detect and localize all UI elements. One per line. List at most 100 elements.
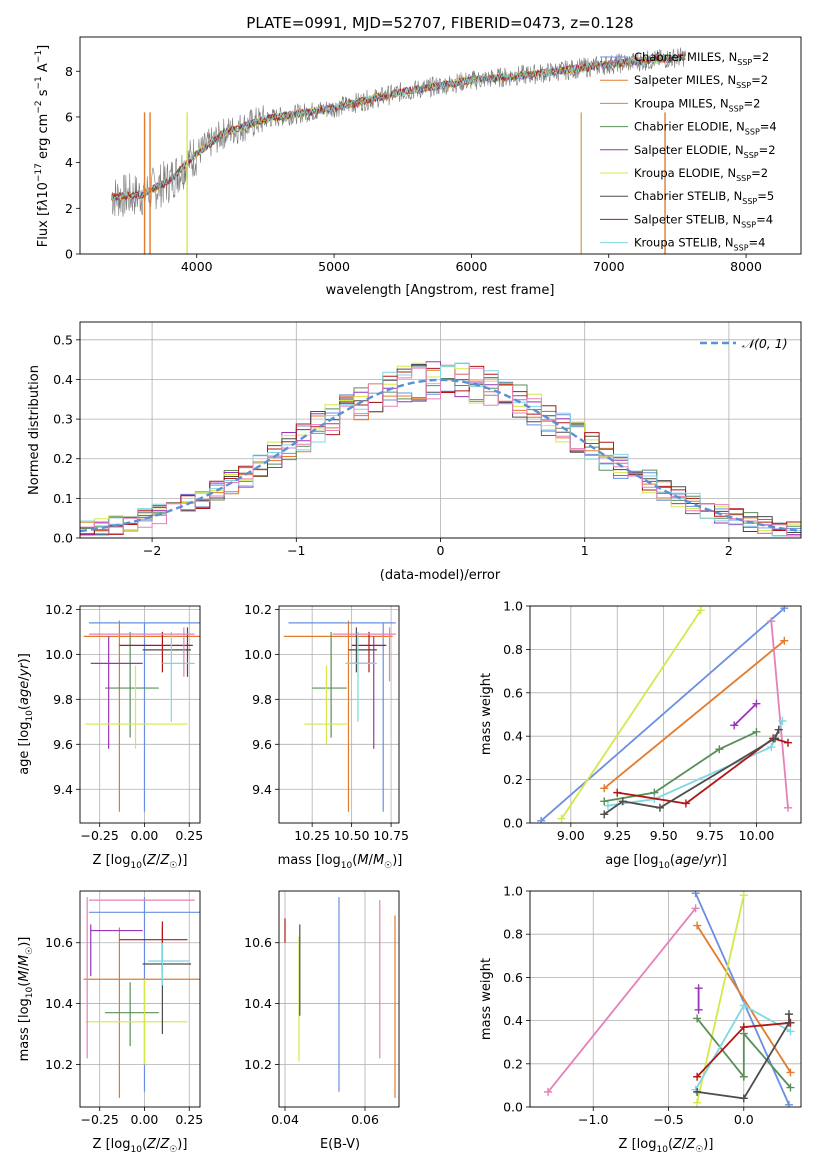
residual-plot-area (80, 361, 801, 538)
legend-label-chabrier-elodie: Chabrier ELODIE, NSSP=4 (634, 120, 777, 137)
ebv-mass-xtick-label: 0.06 (351, 1112, 379, 1127)
panel3-ylabel: age [log10(age/yr)] (17, 653, 35, 775)
residual-ytick-label: 0.1 (53, 491, 73, 506)
z-weight-ytick-label: 0.6 (503, 970, 523, 985)
mass-age-ytick-label: 10.0 (244, 647, 272, 662)
z-weight-ytick-label: 0.0 (503, 1100, 523, 1115)
observed-spectrum (111, 47, 686, 217)
age-weight-line-kroupa-elodie (560, 609, 702, 820)
age-weight-xtick-label: 10.00 (739, 828, 775, 843)
age-weight-marker-chabrier-elodie (715, 745, 724, 754)
panel2-xlabel: (data-model)/error (380, 568, 501, 583)
z-mass-xtick-label: −0.25 (81, 1112, 119, 1127)
residual-ytick-label: 0.4 (53, 372, 73, 387)
age-weight-marker-salpeter-elodie (752, 699, 761, 708)
residual-xtick-label: −2 (143, 543, 161, 558)
age-weight-xtick-label: 9.25 (603, 828, 631, 843)
age-weight-marker-chabrier-miles (780, 606, 789, 613)
model-salpeter-stelib (111, 53, 686, 201)
age-weight-line-salpeter-elodie (733, 702, 758, 727)
age-weight-line-chabrier-elodie (604, 731, 757, 803)
residual-ytick-label: 0.3 (53, 412, 73, 427)
ebv-mass-ytick-label: 10.6 (244, 935, 272, 950)
age-weight-marker-salpeter-stelib (613, 788, 622, 797)
spectrum-xtick-label: 6000 (455, 259, 487, 274)
z-age-ytick-label: 10.2 (45, 602, 73, 617)
spectrum-xtick-label: 5000 (318, 259, 350, 274)
z-weight-marker-salpeter-stelib (739, 1023, 748, 1032)
z-mass-ytick-label: 10.4 (45, 996, 73, 1011)
age-weight-marker-salpeter-stelib (784, 738, 793, 747)
residual-xtick-label: 2 (725, 543, 733, 558)
ebv-mass-plot-area (284, 897, 396, 1098)
age-weight-marker-chabrier-stelib (600, 810, 609, 819)
spectrum-xtick-label: 7000 (593, 259, 625, 274)
z-age-xtick-label: −0.25 (81, 828, 119, 843)
z-weight-ytick-label: 0.8 (503, 927, 523, 942)
residual-xtick-label: 1 (581, 543, 589, 558)
z-weight-marker-chabrier-miles (784, 1100, 793, 1107)
ebv-mass-frame (278, 890, 400, 1108)
age-weight-plot-area (537, 606, 793, 823)
spectrum-ytick-label: 4 (65, 155, 73, 170)
mass-age-ytick-label: 10.2 (244, 602, 272, 617)
panel7-xlabel: E(B-V) (320, 1137, 360, 1152)
panel4-xlabel: mass [log10(M/M☉)] (278, 853, 403, 871)
z-weight-line-chabrier-stelib (696, 1014, 790, 1100)
age-weight-marker-kroupa-elodie (557, 814, 566, 823)
legend-label-kroupa-miles: Kroupa MILES, NSSP=2 (634, 96, 760, 113)
mass-age-ytick-label: 9.4 (252, 782, 272, 797)
spectrum-plot-area (111, 47, 686, 254)
z-weight-ytick-label: 0.2 (503, 1056, 523, 1071)
panel8-xlabel: Z [log10(Z/Z☉)] (619, 1137, 714, 1155)
legend-label-salpeter-miles: Salpeter MILES, NSSP=2 (634, 73, 768, 90)
age-weight-frame (529, 605, 802, 824)
age-weight-xtick-label: 9.75 (696, 828, 724, 843)
age-weight-ytick-label: 0.2 (503, 772, 523, 787)
legend-label-chabrier-stelib: Chabrier STELIB, NSSP=5 (634, 189, 774, 206)
spectrum-ytick-label: 2 (65, 201, 73, 216)
age-weight-marker-salpeter-elodie (730, 721, 739, 730)
age-weight-marker-chabrier-stelib (618, 797, 627, 806)
z-age-xtick-label: 0.25 (175, 828, 203, 843)
spectrum-frame (79, 36, 802, 255)
age-weight-ytick-label: 0.8 (503, 642, 523, 657)
age-weight-marker-chabrier-elodie (752, 727, 761, 736)
z-age-ytick-label: 9.4 (53, 782, 73, 797)
z-weight-marker-salpeter-miles (693, 921, 702, 930)
z-weight-xtick-label: −1.0 (578, 1112, 608, 1127)
residual-ytick-label: 0.0 (53, 531, 73, 546)
spectrum-xtick-label: 4000 (181, 259, 213, 274)
z-age-plot-area (83, 620, 200, 812)
model-chabrier-stelib (111, 54, 686, 201)
panel1-xlabel: wavelength [Angstrom, rest frame] (326, 283, 555, 298)
panel6-ylabel: mass [log10(M/M☉)] (17, 937, 35, 1062)
z-weight-marker-pink (691, 904, 700, 913)
spectrum-xtick-label: 8000 (730, 259, 762, 274)
z-weight-xtick-label: 0.0 (734, 1112, 754, 1127)
z-weight-marker-kroupa-elodie (693, 1098, 702, 1107)
age-weight-xtick-label: 9.00 (557, 828, 585, 843)
z-weight-marker-kroupa-stelib (739, 1001, 748, 1010)
z-age-xtick-label: 0.00 (131, 828, 159, 843)
age-weight-line-salpeter-stelib (617, 737, 789, 805)
z-mass-xtick-label: 0.25 (175, 1112, 203, 1127)
spectrum-legend: Chabrier MILES, NSSP=2 Salpeter MILES, NS… (600, 50, 777, 253)
z-mass-ytick-label: 10.2 (45, 1057, 73, 1072)
age-weight-marker-salpeter-miles (780, 636, 789, 645)
mass-age-xtick-label: 10.50 (334, 828, 370, 843)
residual-xtick-label: −1 (287, 543, 305, 558)
legend-normal-label: 𝒩(0, 1) (742, 336, 788, 351)
main-title: PLATE=0991, MJD=52707, FIBERID=0473, z=0… (246, 14, 633, 32)
z-weight-plot-area (544, 891, 795, 1107)
panel6-xlabel: Z [log10(Z/Z☉)] (93, 1137, 188, 1155)
spectrum-ytick-label: 0 (65, 247, 73, 262)
mass-age-xtick-label: 10.75 (373, 828, 409, 843)
panel1-ylabel: Flux [fλ10−17 erg cm−2 s−1 A−1] (34, 45, 51, 247)
z-weight-frame (529, 890, 802, 1108)
z-weight-line-chabrier-miles (694, 892, 790, 1106)
z-weight-ytick-label: 1.0 (503, 884, 523, 899)
z-weight-marker-chabrier-elodie (693, 1014, 702, 1023)
age-weight-ytick-label: 0.0 (503, 816, 523, 831)
age-weight-marker-pink (784, 803, 793, 812)
